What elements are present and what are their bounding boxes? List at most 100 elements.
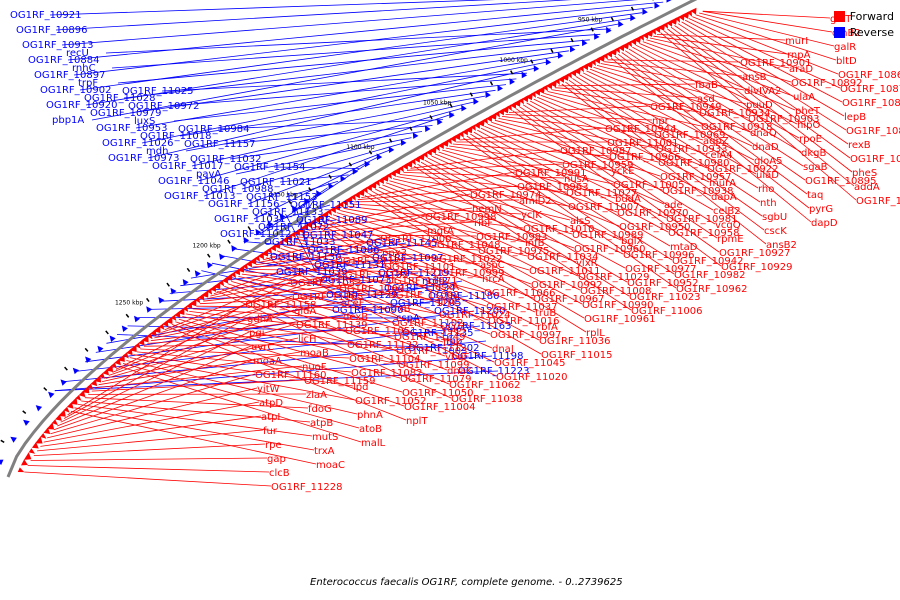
reverse-gene-label: OG1RF_10913 — [22, 40, 94, 51]
forward-leader — [325, 218, 536, 313]
backbone-tick — [429, 115, 433, 120]
forward-gene-label: OG1RF_10922 — [707, 164, 779, 175]
forward-gene-label: ybgF — [445, 352, 470, 363]
reverse-gene-arrow — [35, 405, 43, 412]
genome-backbone — [6, 0, 698, 478]
forward-leader — [463, 137, 677, 289]
forward-gene-label: ansB2 — [766, 240, 797, 251]
forward-gene-arrow — [690, 7, 697, 15]
backbone-tick — [489, 81, 494, 86]
reverse-gene-arrow — [400, 139, 407, 146]
forward-leader — [540, 94, 706, 155]
reverse-gene-arrow — [231, 245, 238, 252]
forward-gene-label: OG1RF_11006 — [631, 306, 703, 317]
forward-leader — [610, 57, 812, 223]
forward-gene-arrow — [296, 225, 305, 234]
forward-gene-label: fur — [263, 426, 278, 437]
forward-gene-label: OG1RF_10949 — [650, 102, 722, 113]
forward-gene-label: OG1RF_10958 — [668, 228, 740, 239]
forward-gene-label: OG1RF_11037 — [486, 302, 558, 313]
forward-gene-label: esxA — [435, 282, 459, 293]
forward-gene-label: vcgQ — [715, 220, 741, 231]
forward-gene-arrow — [561, 73, 570, 81]
legend-reverse[interactable]: Reverse — [833, 24, 894, 40]
reverse-leader — [61, 0, 639, 46]
forward-gene-arrow — [146, 333, 153, 340]
forward-gene-label: OG1RF_10974 — [470, 190, 542, 201]
forward-leader — [663, 30, 855, 187]
forward-gene-label: nplT — [406, 416, 428, 427]
reverse-gene-arrow — [291, 205, 298, 212]
reverse-gene-label: nrdI2 — [422, 276, 448, 287]
reverse-gene-label: OG1RF_11131 — [314, 260, 386, 271]
forward-gene-label: hemN — [472, 204, 502, 215]
legend-forward[interactable]: Forward — [833, 8, 894, 24]
forward-leader — [505, 114, 653, 121]
forward-gene-label: OG1RF_10950 — [619, 222, 691, 233]
forward-leader — [568, 79, 763, 217]
forward-gene-label: OG1RF_10873 — [842, 98, 900, 109]
reverse-gene-arrow — [437, 118, 443, 126]
reverse-gene-label: fbp — [446, 336, 462, 347]
forward-gene-label: OG1RF_10903 — [748, 114, 820, 125]
forward-gene-arrow — [416, 153, 425, 161]
forward-gene-label: OG1RF_11160 — [255, 370, 327, 381]
forward-gene-label: araD — [789, 64, 813, 75]
forward-gene-arrow — [87, 383, 94, 390]
reverse-gene-label: OG1RF_11202 — [408, 343, 480, 354]
reverse-gene-arrow — [509, 78, 515, 85]
reverse-gene-arrow — [497, 84, 503, 92]
reverse-gene-arrow — [521, 71, 528, 79]
legend-reverse-label: Reverse — [849, 25, 894, 39]
forward-gene-label: sgbU — [762, 212, 787, 223]
reverse-leader — [247, 149, 391, 205]
reverse-swatch — [833, 26, 845, 38]
reverse-gene-label: OG1RF_11153 — [246, 192, 318, 203]
reverse-gene-arrow — [557, 52, 564, 59]
backbone-tick — [227, 239, 231, 244]
forward-leader — [196, 305, 391, 309]
forward-leader — [660, 32, 857, 201]
forward-leader — [140, 348, 350, 359]
forward-leader — [308, 207, 473, 231]
forward-gene-arrow — [344, 195, 353, 204]
backbone-tick — [43, 387, 48, 391]
forward-gene-arrow — [645, 29, 654, 37]
forward-gene-label: pheT — [795, 106, 821, 117]
reverse-gene-arrow — [473, 98, 479, 105]
forward-gene-arrow — [410, 158, 416, 166]
reverse-gene-label: OG1RF_11151 — [290, 200, 362, 211]
reverse-gene-arrow — [606, 26, 612, 34]
reverse-gene-arrow — [328, 182, 334, 190]
reverse-gene-arrow — [48, 391, 55, 399]
forward-gene-label: dnaJ — [492, 344, 514, 355]
reverse-gene-label: OG1RF_11219 — [378, 268, 450, 279]
legend-forward-label: Forward — [849, 9, 894, 23]
backbone-tick — [288, 199, 292, 205]
forward-gene-label: OG1RF_11023 — [629, 292, 701, 303]
forward-leader — [699, 12, 835, 47]
forward-gene-arrow — [578, 65, 584, 73]
forward-leader — [70, 410, 317, 465]
reverse-gene-label: OG1RF_11133 — [252, 207, 324, 218]
forward-leader — [695, 14, 837, 61]
leader-lines — [24, 0, 857, 487]
forward-leader — [161, 273, 338, 333]
reverse-gene-label: OG1RF_10973 — [108, 153, 180, 164]
forward-leader — [579, 74, 757, 175]
forward-gene-arrow — [441, 139, 449, 147]
forward-gene-label: OG1RF_11079 — [400, 374, 472, 385]
forward-leader — [164, 259, 336, 331]
forward-gene-arrow — [434, 144, 440, 152]
reverse-gene-arrow — [618, 20, 624, 28]
forward-gene-label: amiD2 — [519, 196, 552, 207]
forward-gene-label: OG1RF_10963 — [517, 182, 589, 193]
reverse-gene-label: OG1RF_11072 — [258, 222, 330, 233]
forward-gene-label: dnaQ — [750, 128, 777, 139]
forward-leader — [269, 254, 495, 363]
forward-gene-label: OG1RF_11027 — [566, 188, 638, 199]
forward-leader — [357, 185, 518, 201]
forward-gene-label: OG1RF_11122 — [335, 256, 407, 267]
forward-gene-arrow — [105, 364, 113, 372]
forward-gene-label: OG1RF_10991 — [515, 168, 587, 179]
